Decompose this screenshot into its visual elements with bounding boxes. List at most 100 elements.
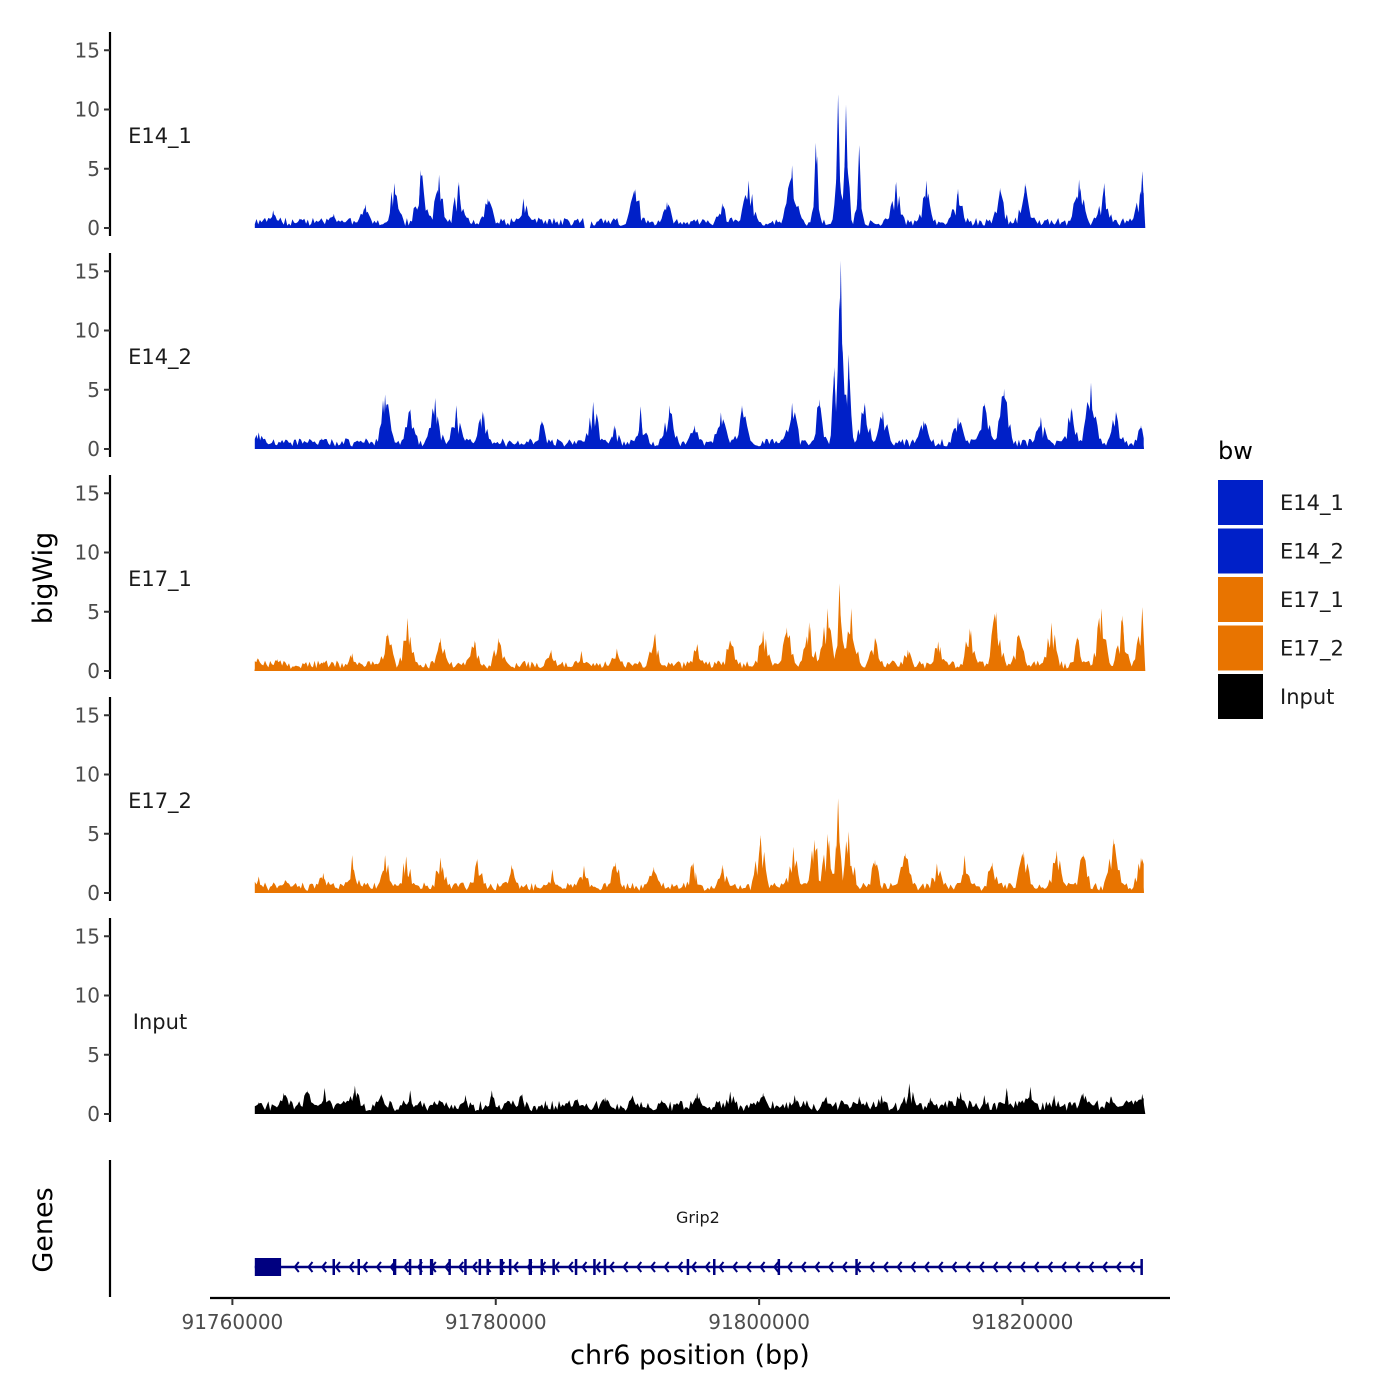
- signal-peak: [789, 165, 796, 228]
- signal-peak: [904, 649, 911, 671]
- strand-arrow: [1019, 1261, 1026, 1273]
- signal-peak: [407, 1090, 414, 1114]
- strand-arrow: [1129, 1261, 1136, 1273]
- signal-peak: [664, 201, 670, 228]
- exon: [540, 1259, 543, 1275]
- signal-peak: [519, 1093, 526, 1114]
- signal-peak: [1048, 622, 1055, 671]
- gene-track-title: Genes: [28, 1187, 59, 1272]
- signal-peak: [283, 439, 290, 449]
- exon: [777, 1259, 781, 1275]
- signal-peak: [274, 659, 281, 671]
- signal-peak: [1053, 850, 1060, 893]
- strand-arrow: [759, 1261, 766, 1273]
- signal-peak: [578, 650, 585, 671]
- track-E17_1: 0 5 10 15 E17_1: [75, 475, 1146, 683]
- signal-peak: [437, 637, 444, 671]
- signal-peak: [629, 1095, 636, 1114]
- strand-arrow: [293, 1261, 300, 1273]
- signal-peak: [872, 637, 878, 671]
- strand-arrow: [827, 1261, 834, 1273]
- strand-arrow: [663, 1261, 670, 1273]
- legend-swatch: [1218, 480, 1263, 525]
- signal-peak: [1098, 608, 1105, 671]
- x-tick-label: 91760000: [181, 1310, 283, 1334]
- y-tick-label: 10: [75, 541, 100, 565]
- signal-peak: [1110, 838, 1117, 893]
- strand-arrow: [375, 1261, 382, 1273]
- strand-arrow: [868, 1261, 875, 1273]
- signal-peak: [1037, 417, 1044, 449]
- signal-peak: [878, 1095, 885, 1114]
- strand-arrow: [320, 1261, 327, 1273]
- signal-peak: [437, 857, 444, 893]
- track-E17_2: 0 5 10 15 E17_2: [75, 697, 1144, 905]
- y-tick-label: 10: [75, 984, 100, 1008]
- strand-arrow: [992, 1261, 999, 1273]
- signal-peak: [280, 1092, 287, 1114]
- exon: [464, 1259, 467, 1275]
- y-tick-label: 5: [87, 157, 100, 181]
- signal-peak: [407, 408, 414, 449]
- strand-arrow: [978, 1261, 985, 1273]
- track-label: Input: [133, 1010, 187, 1034]
- strand-arrow: [307, 1261, 314, 1273]
- strand-arrow: [690, 1261, 697, 1273]
- signal-peak: [549, 869, 556, 893]
- signal-peak: [1068, 407, 1075, 449]
- signal-peak: [612, 862, 619, 893]
- signal-peak: [462, 1095, 469, 1114]
- signal-peak: [1088, 382, 1094, 449]
- signal-peak: [652, 633, 659, 671]
- signal-peak: [811, 839, 818, 893]
- strand-arrow: [1047, 1261, 1054, 1273]
- signal-peak: [989, 862, 996, 893]
- signal-peak: [760, 1092, 767, 1114]
- legend-label: E17_1: [1280, 588, 1344, 613]
- signal-peak: [966, 628, 973, 671]
- signal-peak: [981, 402, 988, 449]
- strand-arrow: [649, 1261, 656, 1273]
- signal-peak: [270, 210, 277, 228]
- track-label: E14_2: [128, 345, 192, 370]
- signal-peak: [1139, 607, 1146, 671]
- signal-peak: [632, 188, 639, 228]
- y-tick-label: 0: [87, 881, 100, 905]
- strand-arrow: [1088, 1261, 1095, 1273]
- legend-title: bw: [1218, 437, 1253, 465]
- signal-peak: [403, 856, 410, 893]
- signal-peak: [691, 425, 698, 449]
- legend-label: Input: [1280, 685, 1334, 709]
- signal-peak: [318, 438, 325, 449]
- legend-label: E14_1: [1280, 491, 1344, 516]
- strand-arrow: [553, 1261, 560, 1273]
- signal-peak: [1139, 171, 1146, 228]
- signal-peak: [835, 94, 842, 228]
- strand-arrow: [1101, 1261, 1108, 1273]
- signal-peak: [739, 405, 745, 449]
- y-axis-title: bigWig: [28, 532, 59, 625]
- y-tick-label: 15: [75, 38, 100, 62]
- exon: [855, 1259, 858, 1275]
- signal-peak: [255, 432, 262, 449]
- exon: [357, 1259, 360, 1275]
- signal-peak: [1020, 851, 1027, 893]
- signal-peak: [935, 641, 942, 671]
- signal-peak: [920, 420, 927, 449]
- strand-arrow: [951, 1261, 958, 1273]
- legend-swatch: [1218, 577, 1263, 622]
- signal-peak: [843, 104, 849, 228]
- signal-peak: [602, 1097, 609, 1114]
- y-tick-label: 15: [75, 481, 100, 505]
- y-tick-label: 0: [87, 659, 100, 683]
- signal-peak: [1074, 636, 1081, 671]
- exon: [528, 1259, 532, 1275]
- y-tick-label: 5: [87, 378, 100, 402]
- signal-peak: [590, 401, 597, 449]
- legend-label: E17_2: [1280, 637, 1344, 662]
- signal-peak: [993, 611, 1000, 671]
- signal-peak: [856, 145, 863, 228]
- strand-arrow: [704, 1261, 711, 1273]
- signal-peak: [717, 412, 724, 449]
